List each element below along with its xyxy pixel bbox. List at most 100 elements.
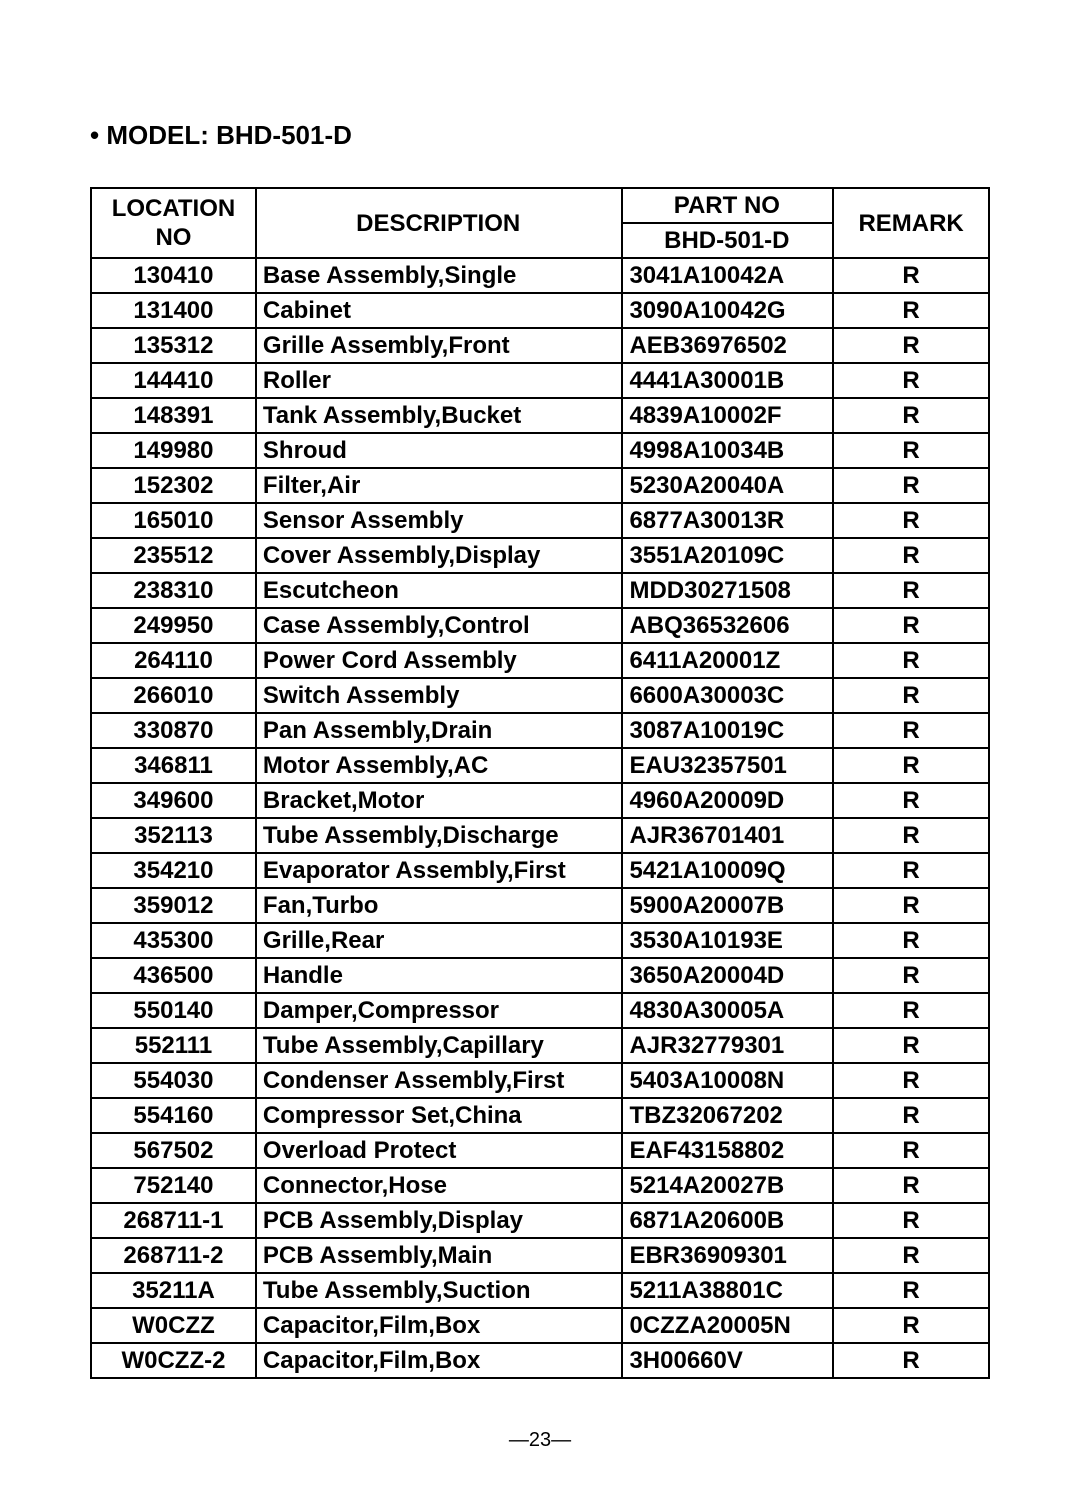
cell-partno: 4830A30005A <box>622 993 833 1028</box>
cell-location: 266010 <box>91 678 256 713</box>
cell-description: Condenser Assembly,First <box>256 1063 623 1098</box>
table-row: 567502Overload ProtectEAF43158802R <box>91 1133 989 1168</box>
cell-location: 144410 <box>91 363 256 398</box>
cell-description: Motor Assembly,AC <box>256 748 623 783</box>
cell-location: 349600 <box>91 783 256 818</box>
cell-remark: R <box>833 398 989 433</box>
cell-partno: MDD30271508 <box>622 573 833 608</box>
cell-partno: 5900A20007B <box>622 888 833 923</box>
cell-location: 567502 <box>91 1133 256 1168</box>
cell-partno: 4839A10002F <box>622 398 833 433</box>
cell-partno: 5421A10009Q <box>622 853 833 888</box>
table-row: 554030Condenser Assembly,First5403A10008… <box>91 1063 989 1098</box>
cell-description: Connector,Hose <box>256 1168 623 1203</box>
cell-description: Switch Assembly <box>256 678 623 713</box>
cell-description: Capacitor,Film,Box <box>256 1343 623 1378</box>
cell-partno: 3041A10042A <box>622 258 833 293</box>
cell-description: Shroud <box>256 433 623 468</box>
cell-remark: R <box>833 1063 989 1098</box>
cell-description: Sensor Assembly <box>256 503 623 538</box>
cell-remark: R <box>833 258 989 293</box>
cell-description: Tube Assembly,Suction <box>256 1273 623 1308</box>
cell-partno: 5403A10008N <box>622 1063 833 1098</box>
header-location: LOCATION NO <box>91 188 256 258</box>
table-row: 152302Filter,Air5230A20040AR <box>91 468 989 503</box>
cell-description: Compressor Set,China <box>256 1098 623 1133</box>
cell-location: 552111 <box>91 1028 256 1063</box>
table-row: 435300Grille,Rear3530A10193ER <box>91 923 989 958</box>
table-row: 235512Cover Assembly,Display3551A20109CR <box>91 538 989 573</box>
cell-location: 346811 <box>91 748 256 783</box>
cell-location: 135312 <box>91 328 256 363</box>
table-row: 752140Connector,Hose5214A20027BR <box>91 1168 989 1203</box>
cell-remark: R <box>833 1028 989 1063</box>
cell-location: 148391 <box>91 398 256 433</box>
cell-location: 249950 <box>91 608 256 643</box>
cell-remark: R <box>833 853 989 888</box>
cell-partno: ABQ36532606 <box>622 608 833 643</box>
cell-partno: 0CZZA20005N <box>622 1308 833 1343</box>
table-row: 135312Grille Assembly,FrontAEB36976502R <box>91 328 989 363</box>
cell-location: 554030 <box>91 1063 256 1098</box>
model-title: • MODEL: BHD-501-D <box>90 120 990 151</box>
cell-location: 359012 <box>91 888 256 923</box>
cell-location: 35211A <box>91 1273 256 1308</box>
cell-location: 354210 <box>91 853 256 888</box>
cell-partno: TBZ32067202 <box>622 1098 833 1133</box>
table-row: 330870Pan Assembly,Drain3087A10019CR <box>91 713 989 748</box>
cell-remark: R <box>833 503 989 538</box>
table-row: 552111Tube Assembly,CapillaryAJR32779301… <box>91 1028 989 1063</box>
cell-location: 550140 <box>91 993 256 1028</box>
cell-partno: EBR36909301 <box>622 1238 833 1273</box>
table-row: 359012Fan,Turbo5900A20007BR <box>91 888 989 923</box>
table-row: 352113Tube Assembly,DischargeAJR36701401… <box>91 818 989 853</box>
header-description: DESCRIPTION <box>256 188 623 258</box>
page-content: • MODEL: BHD-501-D LOCATION NO DESCRIPTI… <box>0 0 1080 1512</box>
cell-partno: AJR32779301 <box>622 1028 833 1063</box>
cell-remark: R <box>833 1203 989 1238</box>
cell-partno: 6877A30013R <box>622 503 833 538</box>
cell-remark: R <box>833 923 989 958</box>
cell-partno: 3530A10193E <box>622 923 833 958</box>
table-row: W0CZZCapacitor,Film,Box0CZZA20005NR <box>91 1308 989 1343</box>
cell-remark: R <box>833 363 989 398</box>
cell-location: 149980 <box>91 433 256 468</box>
table-row: 144410Roller4441A30001BR <box>91 363 989 398</box>
cell-remark: R <box>833 783 989 818</box>
cell-partno: 6871A20600B <box>622 1203 833 1238</box>
cell-remark: R <box>833 678 989 713</box>
cell-location: 554160 <box>91 1098 256 1133</box>
table-row: 131400Cabinet3090A10042GR <box>91 293 989 328</box>
table-row: 268711-1PCB Assembly,Display6871A20600BR <box>91 1203 989 1238</box>
cell-remark: R <box>833 748 989 783</box>
cell-location: 130410 <box>91 258 256 293</box>
cell-description: Evaporator Assembly,First <box>256 853 623 888</box>
cell-remark: R <box>833 538 989 573</box>
table-row: 130410Base Assembly,Single3041A10042AR <box>91 258 989 293</box>
cell-remark: R <box>833 958 989 993</box>
cell-description: Tube Assembly,Capillary <box>256 1028 623 1063</box>
cell-remark: R <box>833 468 989 503</box>
table-row: 264110Power Cord Assembly6411A20001ZR <box>91 643 989 678</box>
header-partno: PART NO <box>622 188 833 223</box>
table-row: 346811Motor Assembly,ACEAU32357501R <box>91 748 989 783</box>
cell-description: Capacitor,Film,Box <box>256 1308 623 1343</box>
cell-location: 131400 <box>91 293 256 328</box>
cell-partno: 3090A10042G <box>622 293 833 328</box>
table-header: LOCATION NO DESCRIPTION PART NO REMARK B… <box>91 188 989 258</box>
cell-partno: 4998A10034B <box>622 433 833 468</box>
cell-partno: AJR36701401 <box>622 818 833 853</box>
cell-location: 165010 <box>91 503 256 538</box>
cell-description: Tube Assembly,Discharge <box>256 818 623 853</box>
cell-remark: R <box>833 1098 989 1133</box>
cell-location: 238310 <box>91 573 256 608</box>
table-row: 35211ATube Assembly,Suction5211A38801CR <box>91 1273 989 1308</box>
cell-location: 330870 <box>91 713 256 748</box>
cell-partno: 6411A20001Z <box>622 643 833 678</box>
cell-remark: R <box>833 818 989 853</box>
cell-location: 352113 <box>91 818 256 853</box>
cell-remark: R <box>833 433 989 468</box>
cell-location: 268711-1 <box>91 1203 256 1238</box>
table-row: 436500Handle3650A20004DR <box>91 958 989 993</box>
parts-table: LOCATION NO DESCRIPTION PART NO REMARK B… <box>90 187 990 1379</box>
